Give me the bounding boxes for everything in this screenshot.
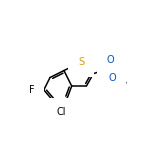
Text: F: F bbox=[29, 85, 34, 95]
Text: O: O bbox=[108, 73, 116, 83]
Text: Cl: Cl bbox=[57, 107, 66, 117]
Text: O: O bbox=[107, 55, 114, 65]
Text: S: S bbox=[78, 57, 84, 67]
